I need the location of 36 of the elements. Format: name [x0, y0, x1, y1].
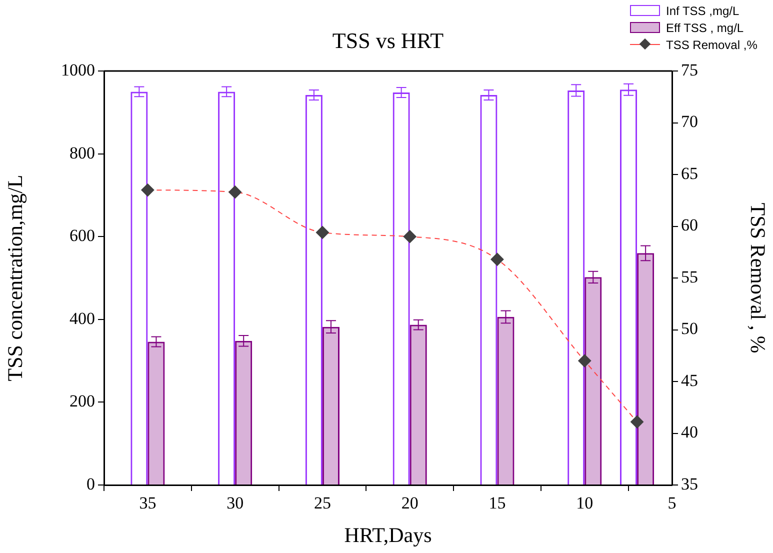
x-tick-label: 20	[401, 494, 418, 513]
x-tick-label: 25	[314, 494, 331, 513]
legend-label: TSS Removal ,%	[666, 38, 758, 52]
y2-tick-label: 40	[681, 422, 698, 442]
y2-tick-label: 35	[681, 474, 698, 494]
y2-axis-title: TSS Removal , %	[746, 202, 770, 354]
y2-tick-label: 65	[681, 164, 698, 183]
y-tick-label: 400	[70, 308, 95, 328]
point	[141, 184, 154, 197]
point	[630, 415, 644, 428]
point	[228, 186, 242, 199]
x-axis-title: HRT,Days	[344, 522, 432, 547]
x-tick-label: 5	[668, 494, 676, 513]
y-axis-title: TSS concentration,mg/L	[3, 174, 28, 382]
point	[403, 230, 416, 244]
point	[578, 354, 592, 368]
point	[490, 252, 504, 266]
y-tick-label: 600	[70, 226, 95, 246]
y2-tick-label: 70	[681, 112, 698, 132]
y2-tick-label: 45	[681, 370, 698, 390]
x-tick-label: 10	[576, 494, 594, 513]
y2-tick-label: 60	[681, 216, 698, 235]
x-tick-label: 30	[226, 494, 244, 513]
y2-tick-label: 55	[681, 267, 698, 286]
x-tick-label: 35	[139, 494, 156, 513]
y-tick-label: 1000	[61, 60, 95, 80]
y2-tick-label: 75	[681, 60, 698, 80]
y-tick-label: 0	[86, 474, 95, 494]
y2-tick-label: 50	[681, 319, 698, 338]
x-tick-label: 15	[488, 494, 506, 513]
y-tick-label: 800	[70, 143, 95, 162]
point	[316, 226, 329, 239]
legend-label: Inf TSS ,mg/L	[666, 4, 740, 18]
y-tick-label: 200	[70, 392, 95, 411]
legend-label: Eff TSS , mg/L	[666, 20, 744, 34]
chart-title: TSS vs HRT	[332, 28, 444, 53]
